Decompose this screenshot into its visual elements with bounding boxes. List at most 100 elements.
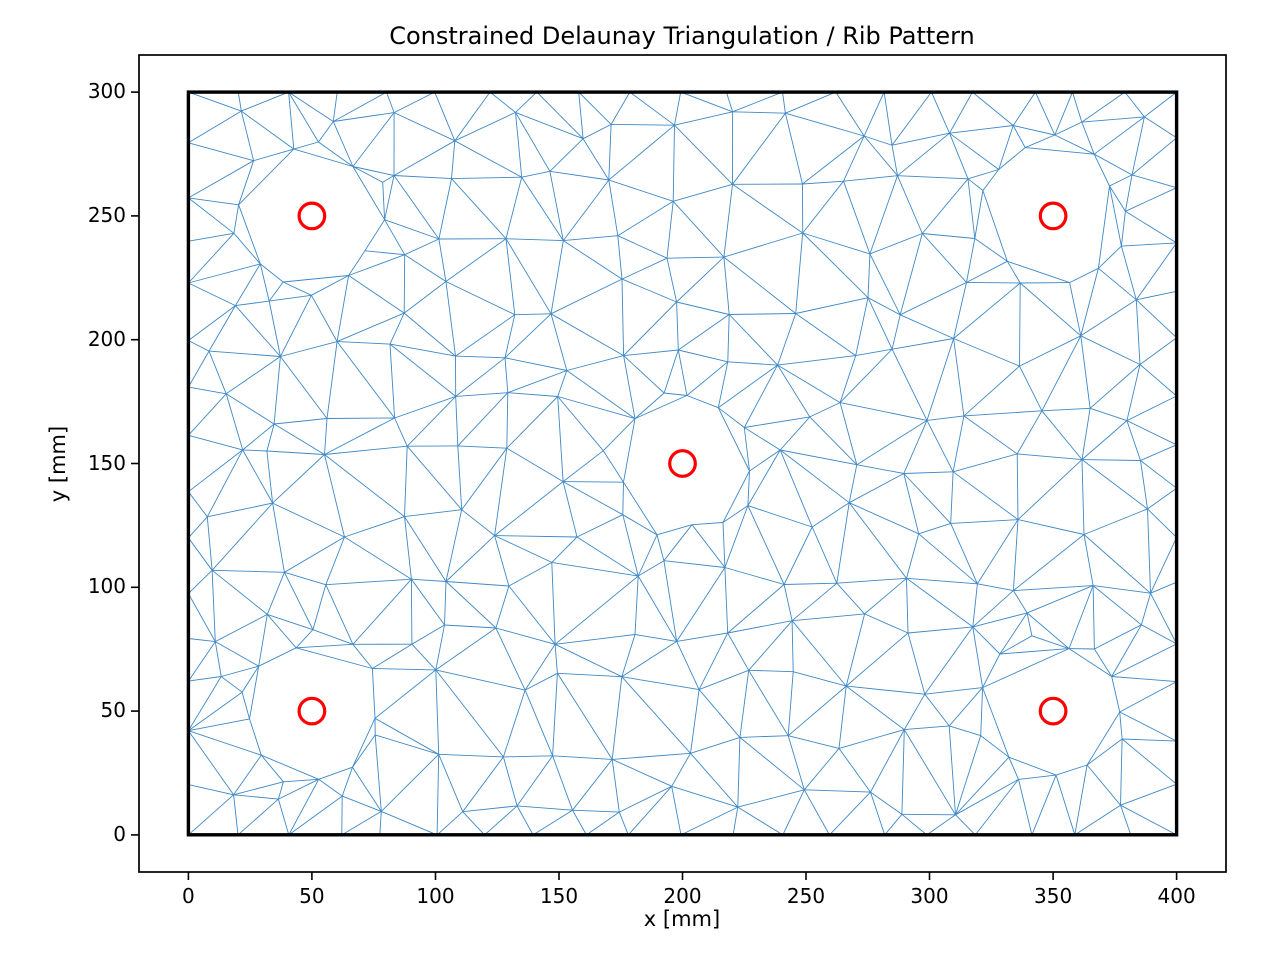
mesh-edge [1074, 804, 1121, 836]
mesh-edge [1080, 299, 1137, 337]
mesh-edge [274, 418, 328, 425]
mesh-edge [843, 175, 898, 182]
mesh-edge [260, 263, 284, 283]
mesh-edge [656, 524, 693, 536]
mesh-edge [1131, 116, 1145, 175]
mesh-edge [926, 814, 956, 836]
mesh-edge [1081, 459, 1148, 510]
mesh-edge [623, 481, 658, 536]
mesh-edge [272, 503, 285, 573]
mesh-edge [621, 257, 668, 280]
mesh-edge [855, 297, 869, 356]
mesh-edge [718, 407, 745, 428]
mesh-edge [727, 584, 785, 634]
mesh-edge [445, 581, 497, 629]
mesh-edge [663, 349, 679, 394]
mesh-edge [1069, 267, 1099, 284]
mesh-edge [949, 133, 969, 179]
mesh-edge [1054, 134, 1095, 155]
mesh-edge [891, 132, 950, 146]
mesh-edge [272, 502, 345, 538]
mesh-edge [372, 643, 413, 669]
mesh-edge [515, 112, 551, 172]
mesh-edge [723, 256, 796, 314]
mesh-edge [324, 454, 405, 517]
mesh-edge [341, 767, 353, 797]
mesh-edge [803, 748, 840, 791]
mesh-edge [732, 183, 803, 234]
mesh-edge [1041, 407, 1091, 412]
mesh-edge [779, 449, 850, 504]
mesh-edge [242, 423, 275, 451]
mesh-edge [352, 166, 383, 183]
mesh-edge [436, 811, 464, 836]
mesh-edge [1150, 537, 1178, 594]
mesh-edge [268, 301, 281, 357]
mesh-edge [724, 567, 785, 585]
mesh-edge [924, 693, 950, 727]
mesh-edge [611, 123, 675, 126]
mesh-edge [899, 233, 923, 315]
mesh-edge [680, 806, 738, 836]
mesh-edge [629, 91, 675, 126]
mesh-edge [717, 361, 729, 408]
mesh-edge [924, 626, 974, 695]
mesh-edge [612, 752, 691, 760]
mesh-edge [578, 91, 612, 125]
mesh-edge [1111, 676, 1177, 683]
mesh-edge [188, 449, 243, 493]
mesh-edge [341, 811, 382, 836]
mesh-edge [950, 519, 1019, 524]
mesh-edge [212, 569, 285, 573]
mesh-edge [779, 416, 811, 451]
mesh-edge [1093, 116, 1145, 155]
mesh-edge [728, 314, 778, 366]
mesh-edge [1055, 774, 1076, 836]
mesh-edge [1147, 508, 1177, 538]
mesh-edge [1120, 211, 1126, 247]
mesh-edge [623, 355, 636, 419]
mesh-edge [1080, 268, 1099, 336]
mesh-edge [610, 91, 631, 125]
mesh-edge [188, 340, 210, 352]
mesh-edge [188, 305, 236, 341]
mesh-edge [515, 91, 538, 113]
mesh-edge [619, 785, 672, 813]
mesh-edge [457, 445, 463, 510]
mesh-edge [332, 121, 354, 167]
mesh-edge [504, 314, 516, 358]
mesh-edge [671, 753, 691, 787]
mesh-edge [572, 759, 613, 811]
mesh-edge [1135, 299, 1177, 339]
y-tick-label: 200 [87, 326, 126, 351]
mesh-edge [666, 201, 674, 259]
mesh-edge [724, 505, 749, 568]
mesh-edge [557, 396, 636, 420]
mesh-edge [283, 572, 314, 630]
mesh-edge [1119, 681, 1177, 713]
mesh-edge [1111, 643, 1177, 677]
mesh-edge [1017, 519, 1085, 535]
mesh-edge [723, 232, 803, 258]
mesh-edge [612, 758, 672, 787]
mesh-edge [918, 522, 951, 535]
mesh-edge [283, 778, 319, 783]
mesh-edge [608, 124, 675, 181]
mesh-edge [663, 560, 725, 568]
mesh-edge [676, 567, 726, 642]
x-tick-label: 250 [786, 884, 826, 908]
mesh-edge [394, 395, 456, 419]
mesh-edge [269, 294, 312, 302]
mesh-edge [1083, 534, 1151, 594]
mesh-edge [505, 238, 552, 315]
mesh-edge [795, 313, 856, 356]
mesh-edge [326, 341, 338, 419]
mesh-edge [1081, 459, 1141, 461]
mesh-edge [404, 238, 440, 256]
mesh-edge [737, 789, 805, 808]
mesh-edge [1068, 648, 1112, 677]
mesh-edge [1074, 764, 1088, 835]
mesh-edge [1008, 757, 1019, 780]
mesh-edge [1122, 738, 1177, 742]
y-tick-label: 50 [100, 698, 126, 723]
